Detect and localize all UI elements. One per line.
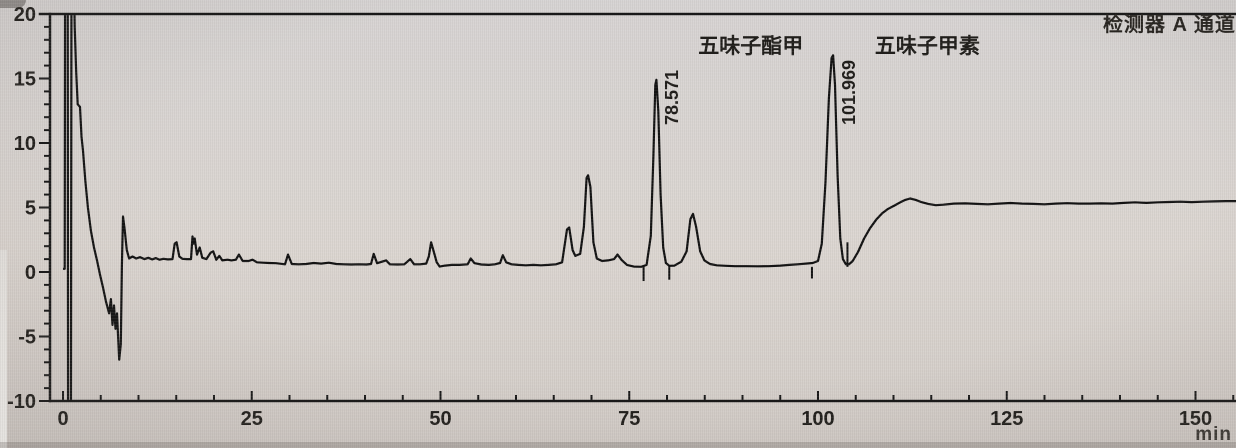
x-tick-label: 125: [990, 408, 1023, 430]
y-tick-label: 5: [25, 198, 36, 220]
x-tick-label: 100: [801, 408, 834, 430]
y-tick-label: -5: [18, 327, 36, 349]
photo-bottom-shadow: [0, 442, 1236, 448]
peak-name-label: 五味子酯甲: [698, 35, 803, 58]
peak-name-label: 五味子甲素: [875, 34, 980, 58]
trace-path: [63, 14, 1236, 401]
y-tick-label: 10: [14, 133, 36, 155]
axes: [38, 12, 1236, 403]
x-tick-label: 150: [1179, 408, 1212, 430]
photo-corner-shadow: [0, 0, 26, 8]
y-tick-label: -10: [7, 391, 36, 413]
peak-rt-label: 101.969: [839, 60, 859, 125]
y-tick-label: 20: [14, 4, 36, 26]
photo-edge-highlight: [0, 250, 7, 448]
integration-marks: [642, 242, 849, 282]
x-tick-label: 50: [429, 408, 451, 430]
axis-ticks: [39, 13, 1235, 402]
peak-annotations: 78.571 五味子酯甲 101.969 五味子甲素: [662, 34, 980, 125]
detector-channel-label: 检测器 A 通道: [1103, 14, 1236, 36]
x-tick-label: 25: [241, 408, 263, 430]
x-tick-label: 75: [618, 408, 640, 430]
x-tick-label: 0: [57, 408, 68, 430]
axis-labels: -10 -5 0 5 10 15 20 0 25 50 75 100 125 150: [7, 4, 1212, 430]
y-tick-label: 0: [25, 262, 36, 284]
y-tick-label: 15: [14, 69, 36, 91]
peak-rt-label: 78.571: [662, 70, 682, 125]
x-axis-unit-label: min: [1195, 424, 1232, 445]
